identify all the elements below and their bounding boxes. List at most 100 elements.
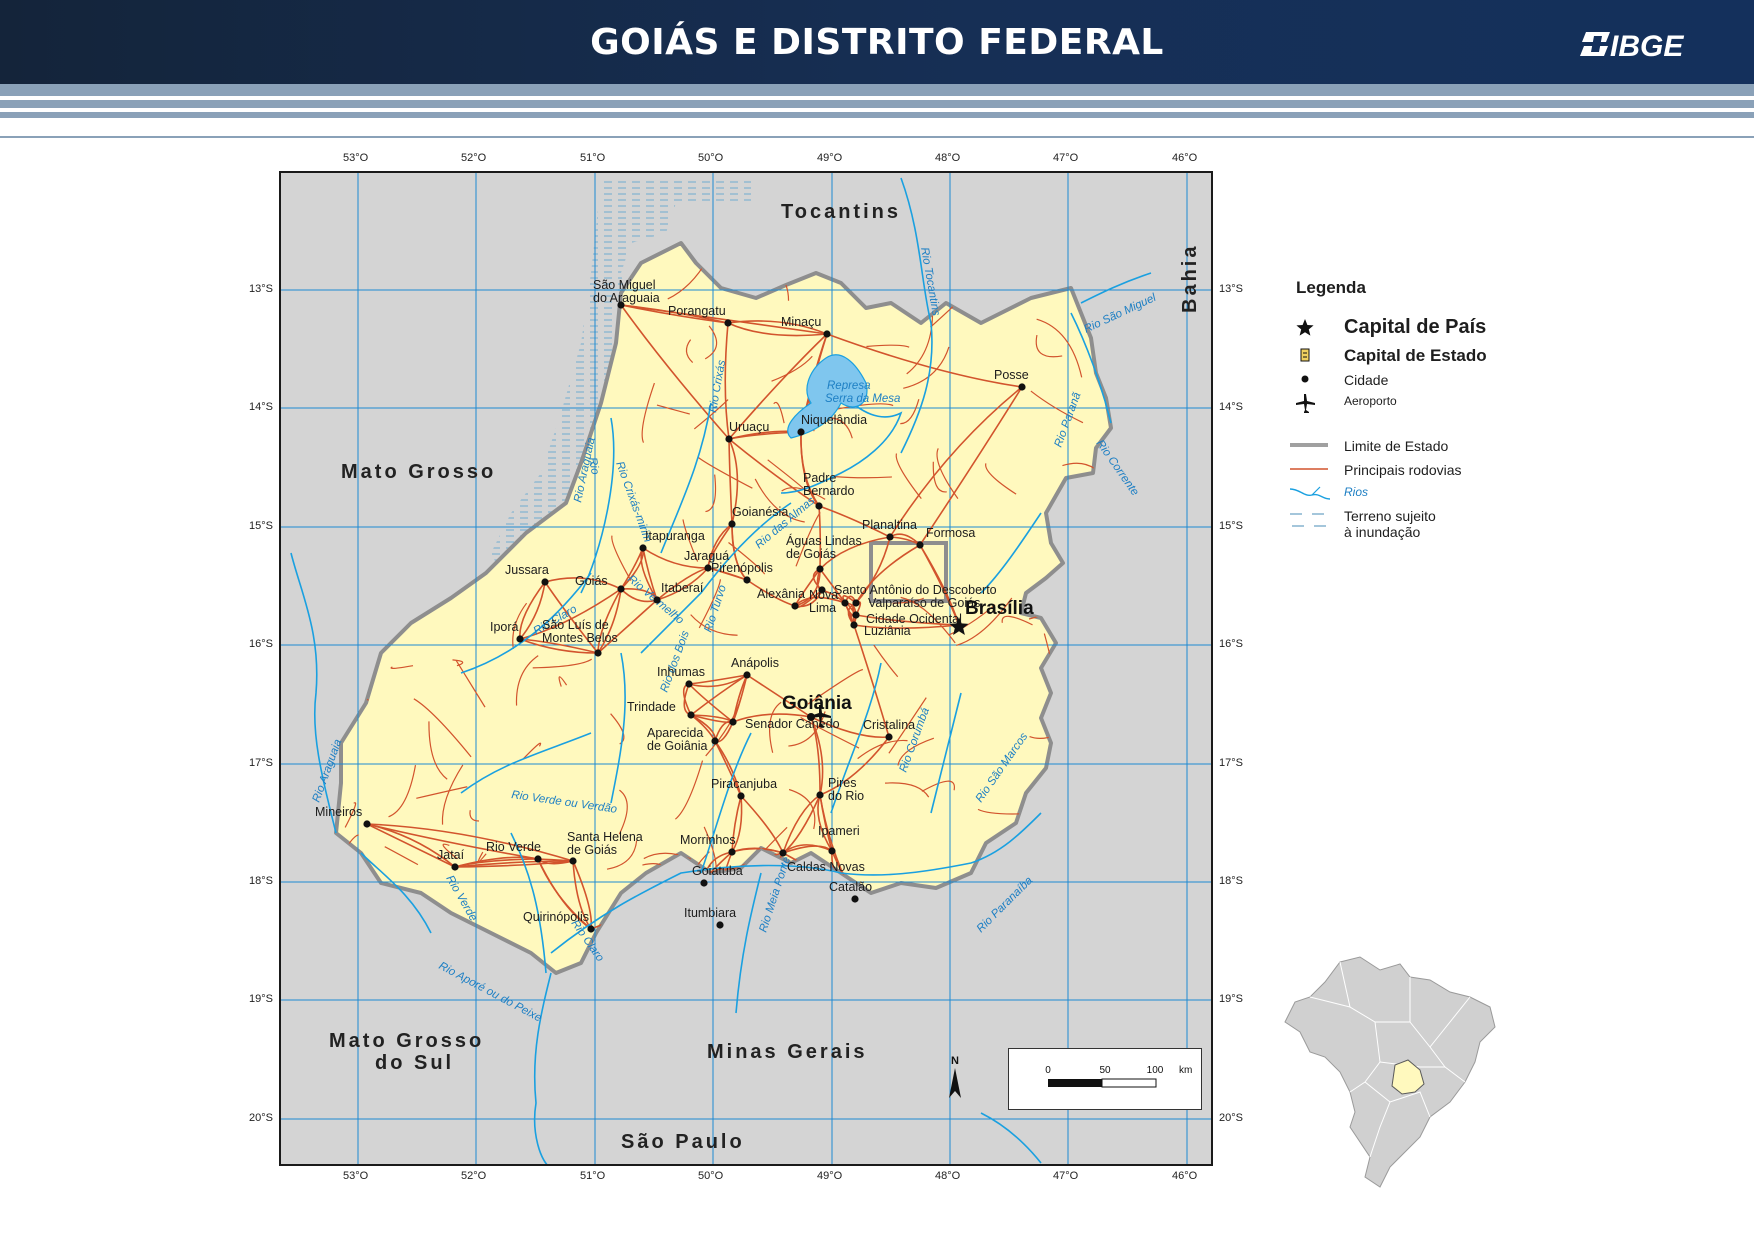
city-marker[interactable]: Trindade [627, 700, 695, 719]
city-dot [852, 599, 860, 607]
city-label: Piracanjuba [711, 777, 777, 791]
city-marker[interactable]: Mineiros [315, 805, 371, 828]
lon-label: 47°O [1053, 152, 1079, 164]
road [519, 581, 546, 640]
road [519, 581, 546, 640]
road [690, 614, 738, 636]
legend-item-state-capital: Capital de Estado [1290, 344, 1550, 366]
road [919, 386, 1023, 546]
road [866, 344, 910, 348]
city-dot [916, 541, 924, 549]
city-marker[interactable]: Goianésia [728, 505, 788, 528]
road [682, 519, 699, 562]
city-marker[interactable]: Alexânia [757, 587, 805, 610]
city-marker[interactable]: Posse [994, 368, 1029, 391]
road [731, 847, 784, 854]
map-frame[interactable]: Tocantins Bahia Mato Grosso Mato Grosso … [279, 171, 1213, 1166]
city-marker[interactable]: Valparaíso de Goiás [852, 596, 980, 610]
river [780, 392, 903, 494]
lat-label: 13°S [249, 283, 273, 295]
river [980, 1112, 1042, 1164]
city-marker[interactable]: Minaçu [781, 315, 831, 338]
city-dot [743, 576, 751, 584]
city-marker[interactable]: Rio Verde [486, 840, 542, 863]
ibge-logo-mark [1580, 32, 1610, 56]
city-marker[interactable]: Cidade Ocidental [852, 611, 962, 626]
map-canvas[interactable]: Tocantins Bahia Mato Grosso Mato Grosso … [281, 173, 1213, 1166]
city-marker[interactable]: Itaberaí [653, 581, 704, 604]
city-dot [569, 857, 577, 865]
city-marker[interactable]: Caldas Novas [779, 849, 865, 874]
river-network [290, 177, 1152, 1164]
river [700, 732, 752, 874]
state-capital-icon [1300, 348, 1310, 362]
road [903, 346, 950, 389]
header-bar: GOIÁS E DISTRITO FEDERAL IBGE [0, 0, 1754, 84]
city-marker[interactable]: Iporá [490, 620, 524, 643]
city-marker[interactable]: Luziânia [850, 621, 911, 638]
city-marker[interactable]: Cristalina [863, 718, 915, 741]
city-marker[interactable]: Ipameri [818, 824, 860, 855]
road [705, 474, 717, 513]
city-marker[interactable]: Morrinhos [680, 833, 736, 856]
city-marker[interactable]: Inhumas [657, 665, 705, 688]
lon-label: 50°O [698, 152, 724, 164]
city-dot [724, 319, 732, 327]
city-marker[interactable]: Niquelândia [797, 413, 867, 436]
goiania-marker[interactable]: Goiânia [782, 693, 852, 727]
state-label-mato-grosso-do-sul-2: do Sul [375, 1052, 454, 1074]
road [740, 795, 784, 854]
city-marker[interactable]: Jaraguá [684, 549, 729, 572]
city-marker[interactable]: Planaltina [862, 518, 917, 541]
road [441, 764, 464, 825]
city-marker[interactable]: Porangatu [668, 304, 732, 327]
brasilia-marker[interactable]: Brasília [949, 598, 1035, 635]
city-marker[interactable]: Itapuranga [639, 529, 705, 552]
state-label-mato-grosso-do-sul: Mato Grosso [329, 1030, 484, 1052]
city-marker[interactable]: Anápolis [731, 656, 779, 679]
road [826, 333, 1023, 388]
road [956, 597, 1013, 646]
city-marker[interactable]: Itumbiara [684, 906, 736, 929]
lat-label: 17°S [249, 757, 273, 769]
city-marker[interactable]: Goiás [575, 574, 625, 593]
brazil-locator-map [1284, 956, 1496, 1188]
city-label: Quirinópolis [523, 910, 589, 924]
city-label: Valparaíso de Goiás [868, 596, 980, 610]
state-label-sao-paulo: São Paulo [621, 1131, 745, 1153]
city-marker[interactable]: Santo Antônio do Descoberto [818, 583, 997, 597]
city-marker[interactable]: Senador Canedo [729, 717, 840, 731]
city-marker[interactable]: Jataí [437, 848, 465, 871]
city-dot [851, 895, 859, 903]
city-label: Santa Helena [567, 830, 643, 844]
city-marker[interactable]: Pirenópolis [711, 561, 773, 584]
city-marker[interactable]: Jussara [505, 563, 549, 586]
road [455, 659, 486, 708]
city-marker[interactable]: Piracanjuba [711, 777, 777, 800]
city-marker[interactable]: Catalão [829, 880, 872, 903]
road [522, 742, 542, 760]
state-label-bahia: Bahia [1179, 244, 1201, 313]
road [620, 304, 730, 440]
lat-label: 13°S [1219, 283, 1243, 295]
city-marker[interactable]: Formosa [916, 526, 975, 549]
city-label: Alexânia [757, 587, 805, 601]
neighbor-state-labels: Tocantins Bahia Mato Grosso Mato Grosso … [329, 201, 1201, 1153]
city-marker[interactable]: Quirinópolis [523, 910, 595, 933]
city-label: Anápolis [731, 656, 779, 670]
road [819, 536, 891, 570]
goias-territory[interactable] [334, 241, 1113, 975]
city-marker[interactable]: Goiatuba [692, 864, 743, 887]
river-label: Rio [586, 456, 601, 476]
city-label: Aparecida [647, 726, 703, 740]
lon-label: 47°O [1053, 1170, 1079, 1182]
city-marker[interactable]: Uruaçu [725, 420, 769, 443]
